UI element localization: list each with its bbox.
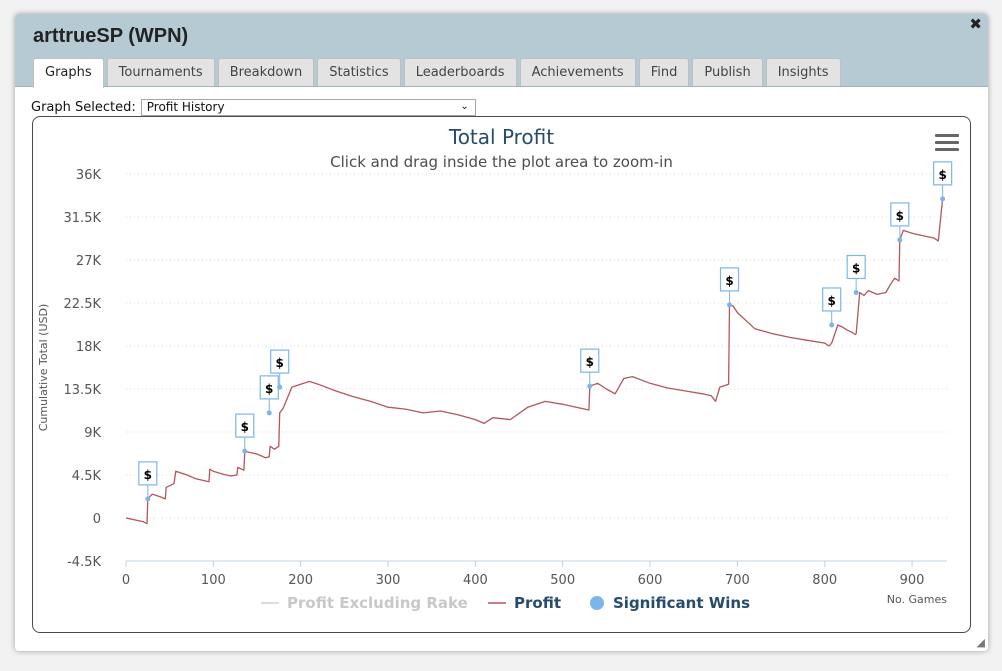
significant-win-flag	[138, 461, 158, 486]
legend-wins-label: Significant Wins	[613, 594, 750, 612]
y-tick-label: 0	[93, 512, 101, 527]
flag-label: $	[241, 420, 249, 434]
x-tick-label: 300	[376, 573, 401, 588]
legend-excl-rake-label: Profit Excluding Rake	[287, 594, 468, 612]
chart-panel: Total Profit Click and drag inside the p…	[32, 116, 971, 633]
y-tick-label: 36K	[76, 168, 102, 183]
significant-win-point	[727, 302, 733, 308]
flag-label: $	[276, 356, 284, 370]
tab-insights[interactable]: Insights	[765, 58, 841, 86]
chevron-down-icon: ⌄	[460, 101, 469, 112]
tab-publish[interactable]: Publish	[692, 58, 763, 86]
tab-graphs[interactable]: Graphs	[33, 58, 104, 88]
flag-label: $	[725, 274, 733, 288]
significant-win-flag	[933, 161, 953, 186]
tab-leaderboards[interactable]: Leaderboards	[403, 58, 517, 86]
flag-label: $	[265, 382, 273, 396]
x-tick-label: 500	[550, 573, 575, 588]
flag-label: $	[938, 168, 946, 182]
player-window: arttrueSP (WPN) ✖ Graphs Tournaments Bre…	[15, 14, 988, 651]
chart-menu-icon[interactable]	[935, 134, 959, 152]
significant-win-flag	[822, 287, 842, 312]
chart-subtitle: Click and drag inside the plot area to z…	[330, 153, 673, 171]
tab-find[interactable]: Find	[638, 58, 690, 86]
legend-wins-swatch	[590, 596, 604, 610]
y-axis-title: Cumulative Total (USD)	[37, 304, 50, 432]
y-tick-label: 9K	[84, 426, 101, 441]
significant-win-flag	[235, 413, 255, 438]
significant-win-flag	[846, 254, 866, 280]
tab-bar: Graphs Tournaments Breakdown Statistics …	[33, 58, 844, 88]
y-tick-label: 18K	[76, 340, 102, 355]
y-tick-label: 4.5K	[72, 469, 102, 484]
y-tick-label: 31.5K	[64, 211, 102, 226]
window-title: arttrueSP (WPN)	[33, 25, 189, 47]
flag-label: $	[896, 209, 904, 223]
tab-tournaments[interactable]: Tournaments	[106, 58, 215, 86]
window-titlebar: arttrueSP (WPN) ✖ Graphs Tournaments Bre…	[15, 14, 988, 88]
y-tick-label: 27K	[76, 254, 102, 269]
tab-statistics[interactable]: Statistics	[317, 58, 401, 86]
graph-selector-label: Graph Selected:	[31, 100, 136, 115]
profit-chart[interactable]: 36K 31.5K 27K 22.5K 18K 13.5K 9K 4.5K 0 -4.5K 0 100…	[33, 117, 970, 632]
legend-profit-label: Profit	[514, 594, 561, 612]
x-tick-label: 800	[812, 573, 837, 588]
chart-title: Total Profit	[448, 125, 555, 149]
significant-win-flag	[580, 348, 600, 373]
x-tick-label: 100	[201, 573, 226, 588]
profit-series-line	[125, 198, 944, 525]
tab-achievements[interactable]: Achievements	[519, 58, 636, 86]
flag-label: $	[828, 294, 836, 308]
flag-label: $	[586, 355, 594, 369]
flag-label: $	[852, 261, 860, 275]
tab-breakdown[interactable]: Breakdown	[217, 58, 315, 86]
significant-win-flag	[270, 349, 290, 374]
graph-select-value: Profit History	[146, 100, 225, 114]
x-tick-label: 900	[900, 573, 925, 588]
x-tick-label: 600	[638, 573, 663, 588]
y-tick-label: -4.5K	[67, 555, 101, 570]
y-tick-label: 22.5K	[64, 297, 102, 312]
significant-win-flag	[890, 202, 910, 227]
y-tick-label: 13.5K	[64, 383, 102, 398]
graph-select[interactable]: Profit History ⌄	[140, 99, 476, 116]
graph-selector-row: Graph Selected: Profit History ⌄	[31, 99, 476, 116]
significant-win-point	[940, 196, 946, 202]
x-tick-label: 0	[122, 573, 130, 588]
close-icon[interactable]: ✖	[969, 15, 982, 33]
x-tick-label: 700	[725, 573, 750, 588]
x-tick-label: 200	[288, 573, 313, 588]
resize-handle-icon[interactable]: ◢	[976, 636, 985, 649]
x-tick-label: 400	[463, 573, 488, 588]
flag-label: $	[144, 468, 152, 482]
significant-win-flag	[719, 267, 740, 292]
x-axis-title: No. Games	[887, 593, 948, 606]
